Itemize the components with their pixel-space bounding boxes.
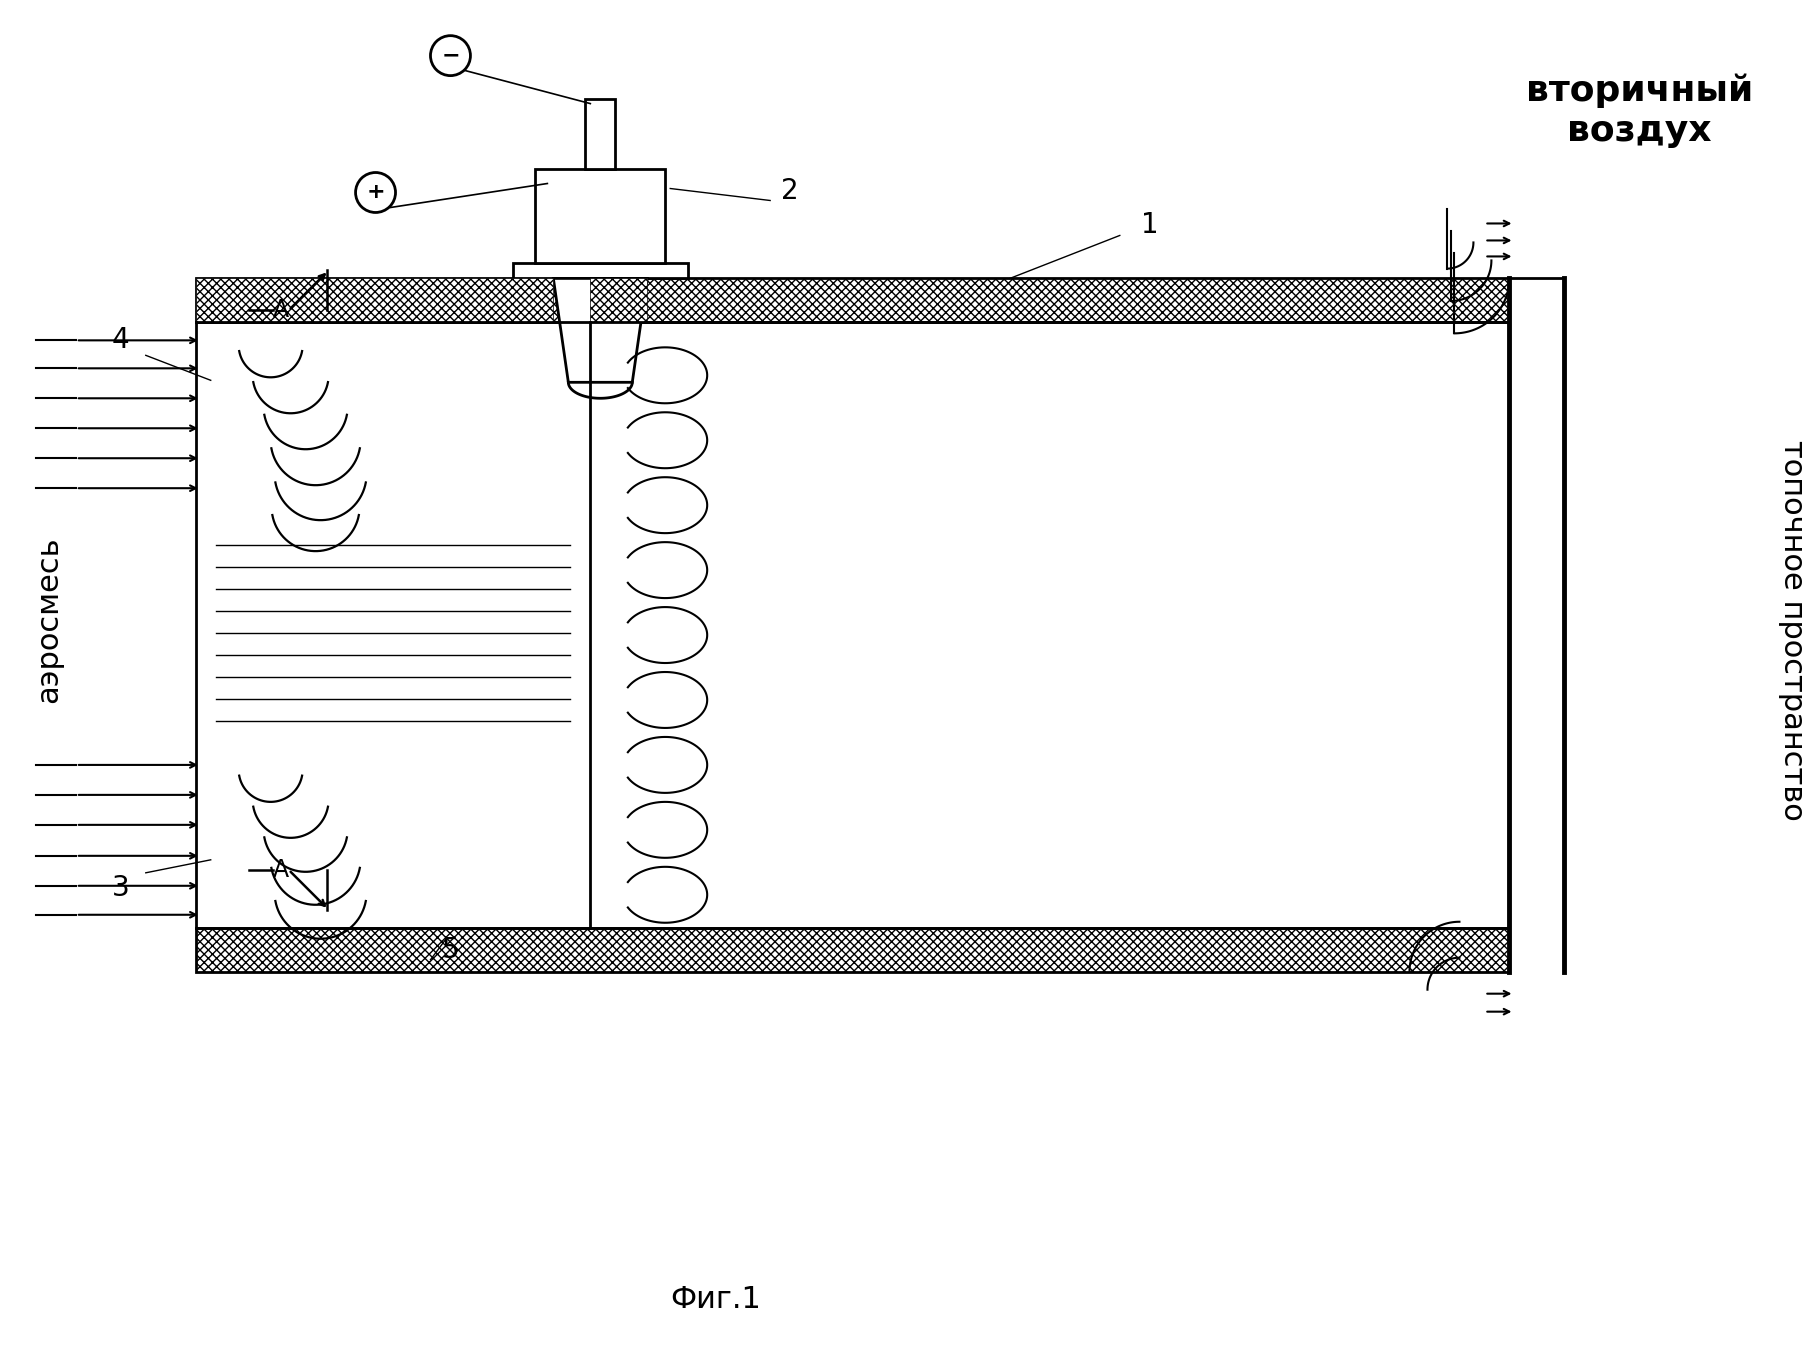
Bar — [196, 928, 1509, 971]
Bar — [196, 278, 1509, 322]
Text: вторичный
воздух: вторичный воздух — [1526, 74, 1752, 147]
Text: Фиг.1: Фиг.1 — [670, 1285, 761, 1314]
Text: А: А — [272, 299, 288, 322]
Text: 2: 2 — [781, 176, 799, 205]
Bar — [196, 278, 553, 322]
Bar — [535, 169, 665, 263]
Bar — [513, 263, 689, 278]
Bar — [585, 98, 616, 169]
Text: 4: 4 — [112, 326, 130, 355]
Circle shape — [431, 35, 471, 75]
Text: +: + — [366, 183, 384, 202]
Text: аэросмесь: аэросмесь — [34, 537, 63, 704]
Circle shape — [355, 172, 395, 213]
Text: 1: 1 — [1142, 211, 1158, 240]
Text: 5: 5 — [442, 936, 458, 964]
Bar — [591, 278, 647, 322]
Polygon shape — [553, 278, 647, 382]
Text: А: А — [272, 858, 288, 881]
Text: топочное пространство: топочное пространство — [1778, 439, 1807, 820]
Text: 3: 3 — [112, 874, 130, 902]
Text: −: − — [440, 45, 460, 65]
